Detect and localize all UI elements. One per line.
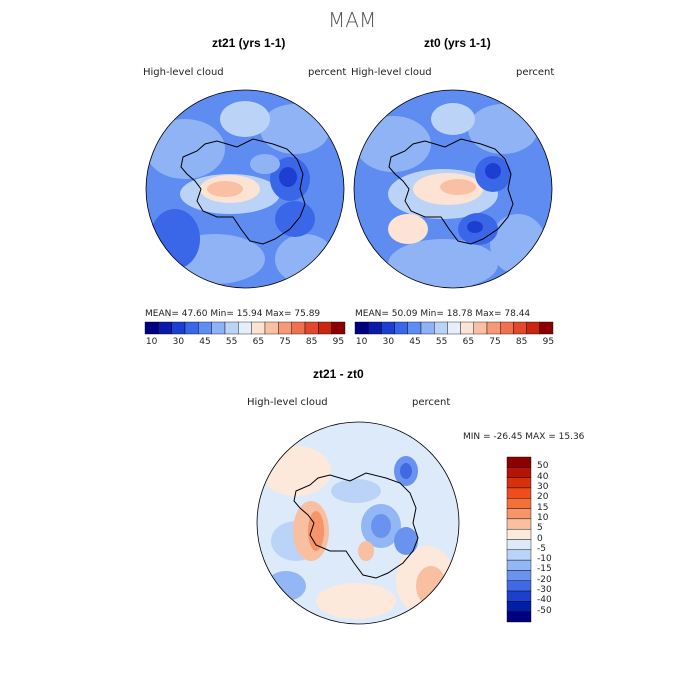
colorbar-swatch: [506, 518, 532, 530]
colorbar-tick-label: -5: [537, 543, 546, 554]
colorbar-tick-label: 30: [172, 337, 185, 347]
colorbar-swatch: [238, 321, 252, 335]
colorbar-tick-label: 40: [537, 471, 549, 482]
colorbar-tick-label: 85: [305, 337, 318, 347]
colorbar-tick-label: 0: [537, 533, 543, 544]
colorbar-tick-label: -40: [537, 595, 552, 606]
colorbar-tick-label: 65: [462, 337, 475, 347]
colorbar-tick-label: 50: [537, 461, 549, 472]
colorbar-swatch: [506, 611, 532, 623]
colorbar-tick-label: 55: [435, 337, 448, 347]
diff-stats: MIN = -26.45 MAX = 15.36: [463, 432, 585, 442]
colorbar-swatch: [251, 321, 266, 335]
colorbar-swatch: [506, 539, 532, 551]
panel-2-stats: MEAN= 50.09 Min= 18.78 Max= 78.44: [355, 309, 531, 319]
colorbar-swatch: [506, 528, 532, 540]
colorbar-tick-label: 95: [332, 337, 345, 347]
colorbar-swatch: [506, 549, 532, 561]
panel-2-field-label: High-level cloud: [351, 67, 432, 78]
colorbar-tick-label: 15: [537, 502, 549, 513]
colorbar-swatch: [184, 321, 199, 335]
colorbar-swatch: [158, 321, 172, 335]
colorbar-swatch: [171, 321, 186, 335]
colorbar-swatch: [447, 321, 461, 335]
colorbar-swatch: [539, 321, 554, 335]
colorbar-swatch: [211, 321, 226, 335]
colorbar-swatch: [381, 321, 395, 335]
colorbar-swatch: [506, 487, 532, 499]
colorbar-swatch: [506, 498, 532, 509]
diff-units-label: percent: [412, 397, 451, 408]
colorbar-tick-label: 75: [279, 337, 291, 347]
colorbar-swatch: [354, 321, 369, 335]
colorbar-tick-label: -50: [537, 605, 552, 616]
panel-1-units-label: percent: [308, 67, 347, 78]
colorbar-swatch: [144, 321, 159, 335]
colorbar-tick-label: 10: [537, 512, 549, 523]
panel-1-stats: MEAN= 47.60 Min= 15.94 Max= 75.89: [145, 309, 321, 319]
colorbar-swatch: [318, 321, 332, 335]
colorbar-swatch: [506, 508, 532, 520]
colorbar-tick-label: 95: [542, 337, 555, 347]
panel-2-colorbar: [354, 321, 554, 335]
colorbar-tick-label: 10: [145, 337, 158, 347]
colorbar-tick-label: 85: [515, 337, 528, 347]
map-zt0: [353, 89, 553, 289]
colorbar-swatch: [526, 321, 541, 335]
map-zt21: [145, 89, 345, 289]
diff-field-label: High-level cloud: [247, 397, 328, 408]
colorbar-swatch: [473, 321, 488, 335]
colorbar-tick-label: 30: [537, 481, 549, 492]
colorbar-tick-label: 45: [199, 337, 211, 347]
colorbar-swatch: [224, 321, 239, 335]
map-difference: [256, 421, 460, 625]
colorbar-swatch: [506, 477, 532, 489]
colorbar-tick-label: 75: [489, 337, 501, 347]
colorbar-swatch: [506, 580, 532, 592]
diff-panel-title: zt21 - zt0: [313, 367, 364, 381]
colorbar-swatch: [407, 321, 422, 335]
colorbar-tick-label: -15: [537, 564, 552, 575]
colorbar-swatch: [513, 321, 527, 335]
colorbar-swatch: [291, 321, 306, 335]
colorbar-swatch: [486, 321, 501, 335]
colorbar-tick-label: -30: [537, 585, 552, 596]
colorbar-swatch: [304, 321, 319, 335]
colorbar-swatch: [506, 559, 532, 571]
colorbar-swatch: [264, 321, 279, 335]
panel-1-field-label: High-level cloud: [143, 67, 224, 78]
colorbar-tick-label: 5: [537, 523, 543, 534]
panel-2-title: zt0 (yrs 1-1): [424, 36, 491, 50]
colorbar-tick-label: 55: [225, 337, 238, 347]
panel-1-colorbar: [144, 321, 346, 335]
colorbar-swatch: [394, 321, 408, 335]
colorbar-tick-label: -10: [537, 554, 552, 565]
colorbar-swatch: [433, 321, 448, 335]
colorbar-tick-label: 30: [382, 337, 395, 347]
diff-colorbar: [506, 456, 532, 623]
main-title: MAM: [328, 8, 377, 32]
colorbar-swatch: [506, 467, 532, 478]
colorbar-tick-label: 10: [355, 337, 368, 347]
colorbar-swatch: [506, 570, 532, 581]
colorbar-swatch: [278, 321, 292, 335]
colorbar-tick-label: 45: [409, 337, 421, 347]
colorbar-tick-label: 65: [252, 337, 265, 347]
colorbar-swatch: [331, 321, 346, 335]
colorbar-swatch: [506, 456, 532, 468]
colorbar-swatch: [506, 601, 532, 612]
colorbar-tick-label: -20: [537, 574, 552, 585]
colorbar-swatch: [198, 321, 212, 335]
colorbar-swatch: [420, 321, 435, 335]
colorbar-swatch: [499, 321, 514, 335]
panel-2-units-label: percent: [516, 67, 555, 78]
colorbar-swatch: [367, 321, 382, 335]
colorbar-tick-label: 20: [537, 492, 549, 503]
colorbar-swatch: [506, 590, 532, 602]
panel-1-title: zt21 (yrs 1-1): [212, 36, 286, 50]
colorbar-swatch: [460, 321, 474, 335]
